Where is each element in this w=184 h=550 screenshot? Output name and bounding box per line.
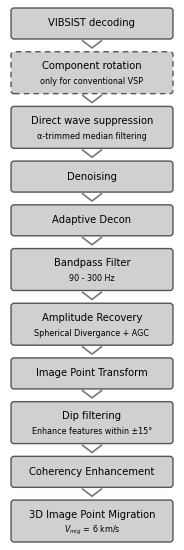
Text: Direct wave suppression: Direct wave suppression [31,116,153,126]
Text: Adaptive Decon: Adaptive Decon [52,215,132,226]
Text: VIBSIST decoding: VIBSIST decoding [49,19,135,29]
FancyBboxPatch shape [11,500,173,542]
Text: 3D Image Point Migration: 3D Image Point Migration [29,510,155,520]
FancyBboxPatch shape [11,205,173,236]
FancyBboxPatch shape [11,402,173,444]
FancyBboxPatch shape [11,456,173,487]
Text: Coherency Enhancement: Coherency Enhancement [29,467,155,477]
Text: Bandpass Filter: Bandpass Filter [54,258,130,268]
Text: α-trimmed median filtering: α-trimmed median filtering [37,132,147,141]
Text: Dip filtering: Dip filtering [62,411,122,421]
FancyBboxPatch shape [11,52,173,94]
FancyBboxPatch shape [11,303,173,345]
FancyBboxPatch shape [11,358,173,389]
Text: Denoising: Denoising [67,172,117,182]
Text: 90 - 300 Hz: 90 - 300 Hz [69,274,115,283]
Text: Spherical Divergance + AGC: Spherical Divergance + AGC [35,329,149,338]
Text: Image Point Transform: Image Point Transform [36,368,148,378]
Text: Amplitude Recovery: Amplitude Recovery [42,313,142,323]
FancyBboxPatch shape [11,249,173,290]
FancyBboxPatch shape [11,106,173,148]
FancyBboxPatch shape [11,8,173,39]
Text: Component rotation: Component rotation [42,62,142,72]
FancyBboxPatch shape [11,161,173,192]
Text: $V_{mig}$ = 6 km/s: $V_{mig}$ = 6 km/s [64,524,120,537]
Text: Enhance features within ±15°: Enhance features within ±15° [32,427,152,436]
Text: only for conventional VSP: only for conventional VSP [40,78,144,86]
